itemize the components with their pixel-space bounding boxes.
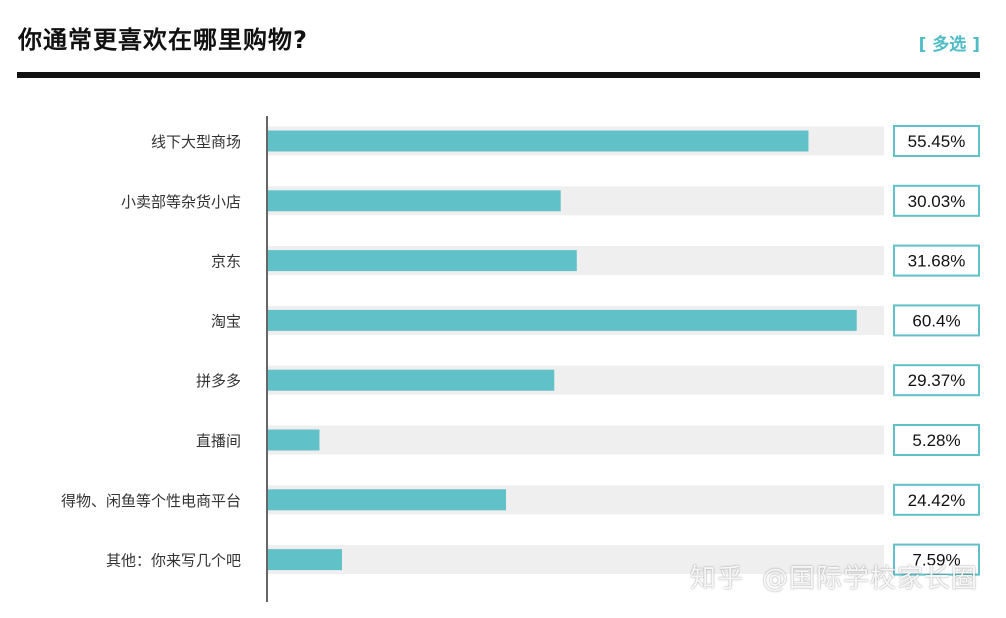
category-label: 其他：你来写几个吧 — [106, 552, 241, 570]
bar — [268, 190, 561, 212]
category-label: 线下大型商场 — [151, 133, 241, 151]
value-label-box — [893, 304, 980, 337]
category-label: 拼多多 — [196, 372, 241, 390]
value-label: 55.45% — [908, 132, 966, 151]
value-label-box — [893, 125, 980, 157]
category-label: 淘宝 — [211, 312, 241, 330]
value-label: 29.37% — [908, 371, 966, 390]
bar — [268, 489, 507, 511]
watermark: 知乎 @国际学校家长圈 — [690, 558, 978, 595]
value-label-box — [893, 483, 980, 516]
category-label: 直播间 — [196, 432, 241, 450]
bar — [268, 130, 809, 152]
multi-select-tag: [ 多选 ] — [918, 35, 980, 55]
value-label-box — [893, 543, 980, 576]
bar — [268, 549, 342, 571]
chart-title: 你通常更喜欢在哪里购物? — [18, 26, 308, 54]
bar — [268, 250, 577, 272]
value-label-box — [893, 424, 980, 456]
bar-track — [268, 425, 884, 455]
category-label: 得物、闲鱼等个性电商平台 — [61, 492, 241, 510]
value-label: 31.68% — [908, 252, 966, 271]
bar — [268, 369, 555, 391]
category-label: 京东 — [211, 253, 241, 271]
category-label: 小卖部等杂货小店 — [121, 193, 241, 211]
value-label: 30.03% — [908, 192, 966, 211]
bar-track — [268, 545, 884, 575]
value-label-box — [893, 364, 980, 397]
bar — [268, 309, 857, 331]
value-label: 60.4% — [912, 311, 960, 330]
value-label-box — [893, 184, 980, 217]
watermark-brand: 知乎 — [689, 564, 744, 594]
value-label-box — [893, 244, 980, 277]
value-label: 5.28% — [912, 431, 960, 450]
value-label: 7.59% — [912, 551, 960, 570]
bar — [268, 429, 320, 451]
watermark-account: @国际学校家长圈 — [761, 564, 978, 594]
value-label: 24.42% — [908, 491, 966, 510]
title-divider — [17, 72, 980, 78]
